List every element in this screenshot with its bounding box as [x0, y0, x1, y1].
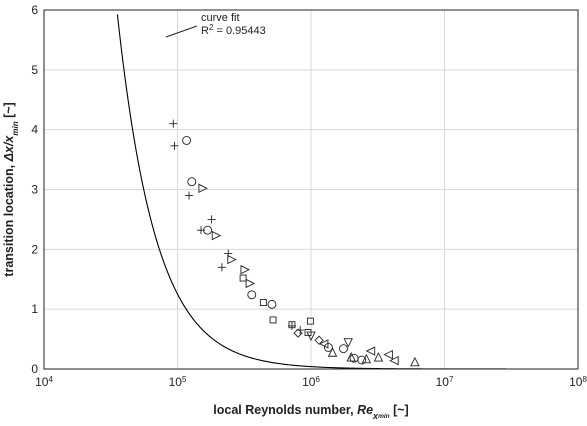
- marker-triangle-up: [410, 356, 420, 367]
- data-points: [169, 119, 420, 367]
- x-axis-label: local Reynolds number, Rexmin [~]: [213, 403, 408, 421]
- marker-plus: [207, 215, 216, 224]
- y-tick-label: 2: [31, 242, 38, 256]
- marker-triangle-right: [240, 264, 250, 275]
- y-tick-label: 6: [31, 3, 38, 17]
- marker-circle: [338, 344, 348, 354]
- marker-circle: [247, 290, 257, 300]
- tick-labels: 0 1 2 3 4 5 6 104 105 106 107 108: [31, 3, 587, 389]
- plot-frame: [43, 9, 579, 370]
- marker-square: [239, 274, 247, 282]
- annotation-curve-fit-label: curve fit: [201, 12, 240, 24]
- marker-triangle-right: [198, 183, 208, 194]
- annotation-r-squared: R2 = 0.95443: [201, 23, 266, 38]
- curve-fit-annotation: curve fit R2 = 0.95443: [165, 12, 266, 38]
- marker-diamond: [293, 328, 303, 338]
- x-tick-label: 106: [302, 375, 320, 390]
- marker-triangle-left: [365, 346, 376, 356]
- y-tick-label: 4: [31, 123, 38, 137]
- x-tick-label: 105: [169, 375, 187, 390]
- marker-triangle-up: [327, 347, 338, 357]
- marker-triangle-down: [306, 331, 316, 342]
- marker-triangle-left: [318, 339, 329, 349]
- marker-plus: [169, 119, 178, 128]
- marker-triangle-up: [346, 352, 356, 362]
- marker-square: [306, 317, 314, 325]
- marker-plus: [217, 263, 226, 272]
- marker-triangle-up: [373, 352, 384, 362]
- marker-triangle-up: [361, 353, 372, 364]
- marker-triangle-down: [343, 338, 353, 348]
- marker-plus: [185, 191, 194, 200]
- marker-triangle-left: [389, 355, 399, 366]
- marker-square: [288, 321, 296, 329]
- y-tick-label: 5: [31, 63, 38, 77]
- y-tick-label: 3: [31, 183, 38, 197]
- annotation-leader-line: [165, 25, 198, 38]
- marker-circle: [187, 177, 197, 187]
- marker-plus: [170, 141, 179, 150]
- y-tick-label: 0: [31, 362, 38, 376]
- x-tick-label: 104: [35, 375, 53, 390]
- marker-diamond: [314, 335, 324, 345]
- marker-triangle-right: [245, 278, 256, 289]
- x-tick-label: 108: [569, 375, 587, 390]
- marker-triangle-right: [211, 230, 222, 241]
- marker-circle: [182, 135, 192, 145]
- marker-circle: [267, 299, 277, 309]
- y-axis-label: transition location, Δx/xmin [~]: [2, 102, 20, 276]
- marker-circle: [357, 355, 367, 365]
- y-tick-label: 1: [31, 302, 38, 316]
- marker-triangle-left: [383, 349, 393, 360]
- x-tick-label: 107: [436, 375, 454, 390]
- marker-square: [259, 299, 267, 307]
- marker-square: [269, 316, 277, 324]
- marker-circle: [203, 225, 213, 235]
- marker-circle: [323, 343, 333, 352]
- marker-triangle-right: [227, 254, 237, 265]
